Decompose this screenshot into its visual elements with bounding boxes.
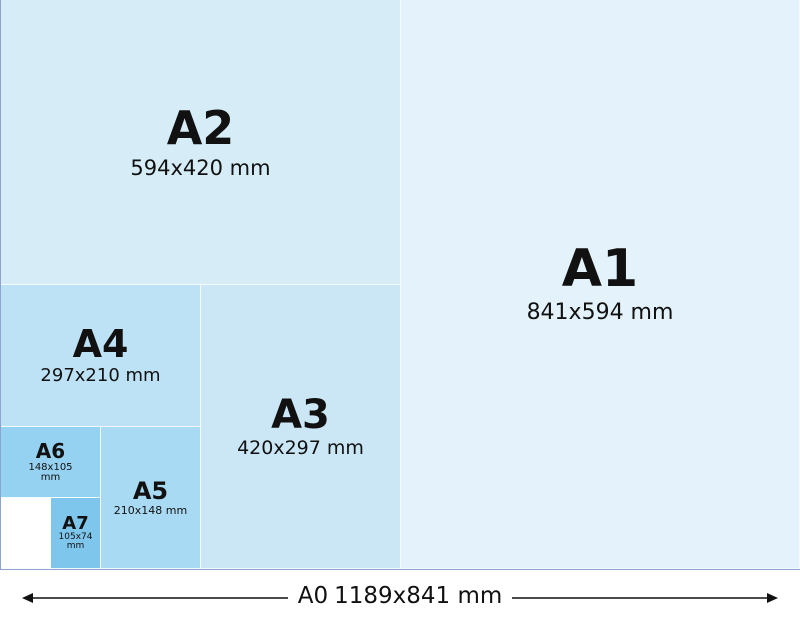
sheet-a4: A4 297x210 mm <box>1 285 201 427</box>
sheet-name: A6 <box>35 438 66 463</box>
sheet-name: A2 <box>166 100 235 155</box>
a0-label: A0 1189x841 mm <box>0 583 800 609</box>
sheet-a5: A5 210x148 mm <box>101 427 201 569</box>
sheet-a3: A3 420x297 mm <box>201 285 401 569</box>
sheet-name: A4 <box>72 322 129 367</box>
a0-dimensions: 1189x841 mm <box>334 583 503 609</box>
sheet-dimensions: 210x148 mm <box>113 503 188 517</box>
sheet-dimensions: 594x420 mm <box>130 155 271 180</box>
sheet-name: A7 <box>62 512 89 534</box>
sheet-a7: A7 105x74 mm <box>51 498 101 569</box>
sheet-dimensions: 420x297 mm <box>237 436 364 459</box>
sheet-a6: A6 148x105 mm <box>1 427 101 498</box>
sheet-dimensions: 297x210 mm <box>40 365 161 387</box>
sheet-name: A1 <box>561 239 639 300</box>
a0-sheet: A1 841x594 mm A2 594x420 mm A3 420x297 m… <box>0 0 800 570</box>
sheet-name: A3 <box>271 391 330 438</box>
sheet-dimensions: 105x74 mm <box>58 531 93 551</box>
sheet-dimensions: 841x594 mm <box>526 300 674 326</box>
sheet-a2: A2 594x420 mm <box>1 0 401 285</box>
sheet-name: A5 <box>132 476 169 505</box>
a0-name: A0 <box>297 583 335 609</box>
sheet-a1: A1 841x594 mm <box>401 0 800 569</box>
sheet-dimensions: 148x105 mm <box>28 461 73 483</box>
